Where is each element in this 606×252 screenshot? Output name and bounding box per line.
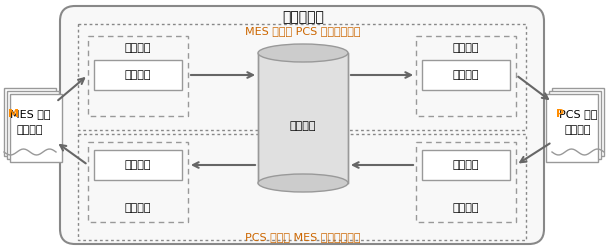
Bar bbox=[10, 94, 62, 162]
Bar bbox=[258, 53, 348, 183]
Text: 发送进程: 发送进程 bbox=[125, 160, 152, 170]
Bar bbox=[7, 91, 59, 159]
Bar bbox=[416, 36, 516, 116]
Bar bbox=[78, 24, 526, 130]
Text: P: P bbox=[556, 109, 564, 119]
Text: 通信模块: 通信模块 bbox=[565, 125, 591, 135]
Bar bbox=[94, 150, 182, 180]
Text: M: M bbox=[8, 109, 19, 119]
Ellipse shape bbox=[258, 44, 348, 62]
Bar bbox=[4, 88, 56, 156]
Text: MES 系统向 PCS 系统发送数据: MES 系统向 PCS 系统发送数据 bbox=[245, 26, 361, 36]
Ellipse shape bbox=[258, 174, 348, 192]
Text: 发送模块: 发送模块 bbox=[453, 43, 479, 53]
Bar bbox=[94, 60, 182, 90]
Text: PCS 系统: PCS 系统 bbox=[559, 109, 597, 119]
FancyBboxPatch shape bbox=[60, 6, 544, 244]
Text: 接收模块: 接收模块 bbox=[453, 203, 479, 213]
Bar bbox=[78, 134, 526, 240]
Text: 发送进程: 发送进程 bbox=[453, 70, 479, 80]
Bar bbox=[88, 36, 188, 116]
Bar bbox=[546, 94, 598, 162]
Bar bbox=[416, 142, 516, 222]
Text: 接收进程: 接收进程 bbox=[453, 160, 479, 170]
Bar bbox=[549, 91, 601, 159]
Bar bbox=[552, 88, 604, 156]
Text: 通信模块: 通信模块 bbox=[17, 125, 43, 135]
Text: 接收模块: 接收模块 bbox=[125, 43, 152, 53]
Text: PCS 系统向 MES 系统返回数据: PCS 系统向 MES 系统返回数据 bbox=[245, 232, 361, 242]
Text: 接收进程: 接收进程 bbox=[125, 70, 152, 80]
Bar bbox=[422, 60, 510, 90]
Text: MES 系统: MES 系统 bbox=[10, 109, 50, 119]
Bar bbox=[88, 142, 188, 222]
Text: 消息队列: 消息队列 bbox=[290, 121, 316, 131]
Text: 通信中间件: 通信中间件 bbox=[282, 10, 324, 24]
Text: 发送模块: 发送模块 bbox=[125, 203, 152, 213]
Bar bbox=[422, 150, 510, 180]
